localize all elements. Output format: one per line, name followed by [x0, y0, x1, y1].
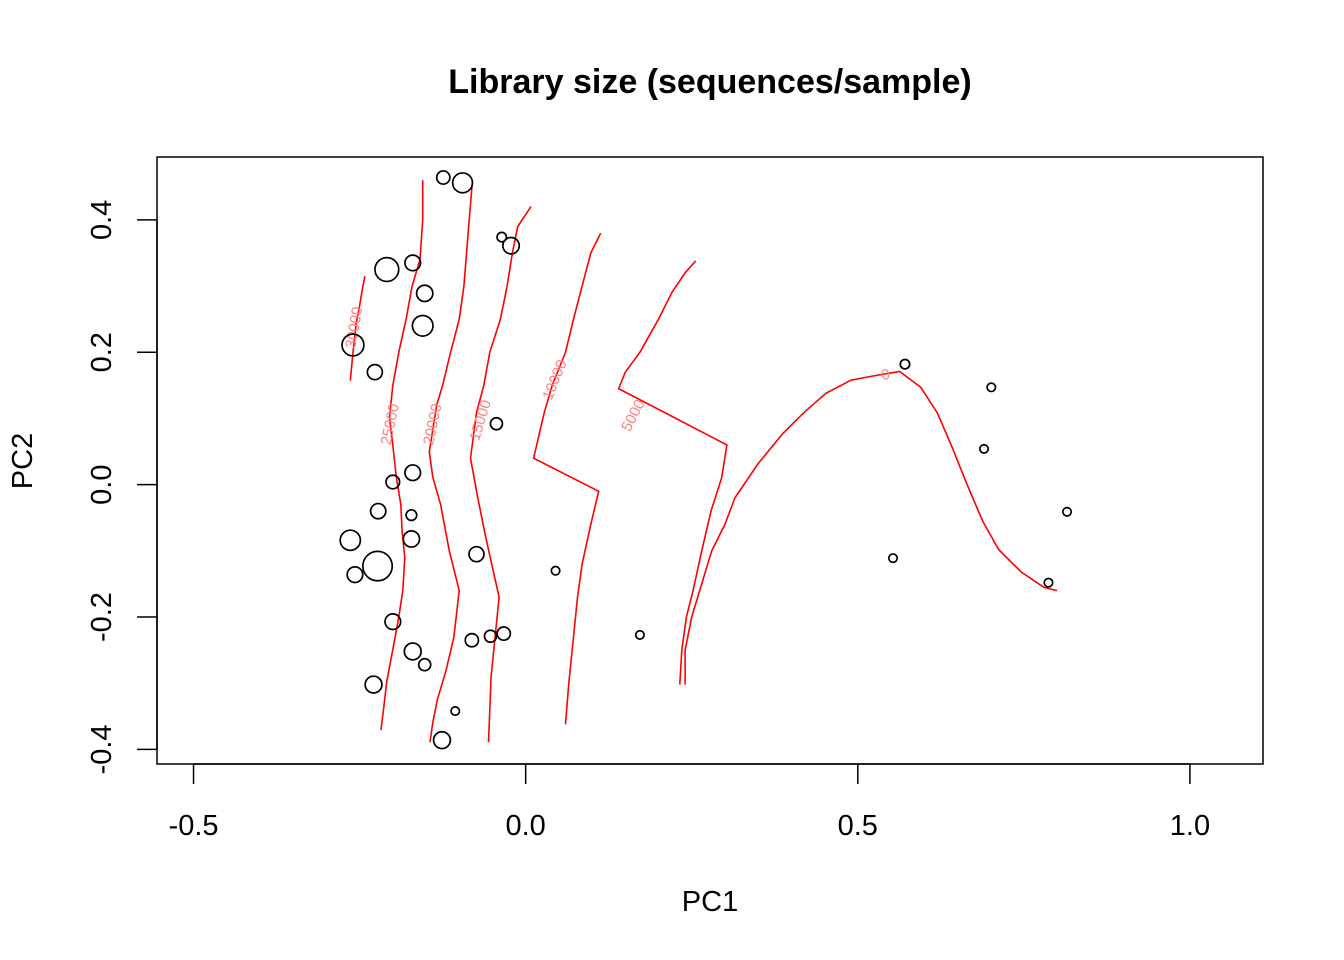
- contour-label: 30000: [342, 306, 366, 350]
- y-axis-label: PC2: [7, 433, 39, 489]
- data-point: [369, 502, 387, 520]
- data-point: [978, 443, 990, 454]
- data-point: [415, 284, 434, 303]
- data-point: [432, 730, 452, 750]
- data-point: [404, 464, 422, 482]
- point-layer: [339, 170, 1073, 750]
- data-point: [450, 705, 461, 717]
- x-axis: -0.5 0.0 0.5 1.0: [169, 763, 1210, 842]
- data-point: [899, 358, 911, 370]
- data-point: [405, 508, 418, 522]
- y-tick-label: -0.2: [86, 592, 118, 642]
- contour-line-0: [684, 370, 1058, 685]
- contour-label: 25000: [378, 402, 403, 446]
- data-point: [411, 314, 434, 337]
- data-point: [403, 642, 422, 661]
- data-point: [451, 172, 474, 194]
- data-point: [341, 333, 365, 357]
- contour-line-25000: [380, 180, 424, 731]
- y-tick-label: 0.0: [86, 464, 118, 504]
- contour-line-15000: [469, 206, 532, 743]
- data-point: [634, 629, 645, 640]
- data-point: [550, 565, 561, 576]
- y-tick-label: -0.4: [86, 724, 118, 774]
- data-point: [435, 170, 451, 185]
- plot-frame: [156, 156, 1264, 765]
- x-tick-label: 0.5: [838, 810, 878, 842]
- data-point: [384, 613, 402, 631]
- data-point: [374, 256, 400, 283]
- contour-label: 5000: [618, 397, 649, 434]
- data-point: [417, 657, 432, 672]
- data-point: [464, 632, 480, 648]
- y-tick-label: 0.2: [86, 332, 118, 372]
- x-axis-label: PC1: [682, 886, 738, 918]
- data-point: [887, 553, 899, 564]
- data-point: [366, 363, 384, 381]
- data-point: [986, 382, 997, 393]
- data-point: [361, 550, 394, 582]
- contour-line-20000: [428, 180, 474, 743]
- contour-label: 20000: [420, 402, 445, 446]
- data-point: [1061, 506, 1073, 517]
- data-point: [402, 529, 421, 548]
- x-tick-label: 0.0: [506, 810, 546, 842]
- data-point: [468, 545, 485, 563]
- contour-line-30000: [349, 275, 366, 381]
- data-point: [364, 675, 383, 694]
- data-point: [339, 529, 362, 552]
- data-point: [489, 416, 504, 431]
- y-tick-label: 0.4: [86, 200, 118, 240]
- data-point: [1043, 577, 1054, 588]
- data-point: [346, 566, 364, 584]
- data-point: [502, 236, 521, 255]
- data-point: [483, 629, 498, 644]
- y-axis: -0.4 -0.2 0.0 0.2 0.4: [86, 200, 158, 774]
- x-tick-label: 1.0: [1170, 810, 1210, 842]
- contour-label: 0: [880, 366, 891, 384]
- contour-label: 10000: [539, 357, 570, 402]
- contour-line-10000: [532, 232, 602, 725]
- x-tick-label: -0.5: [169, 810, 219, 842]
- data-point: [496, 231, 508, 243]
- data-point: [496, 626, 512, 642]
- data-point: [385, 474, 401, 490]
- chart-title: Library size (sequences/sample): [448, 63, 971, 101]
- contour-line-5000: [617, 260, 728, 685]
- data-point: [404, 254, 422, 272]
